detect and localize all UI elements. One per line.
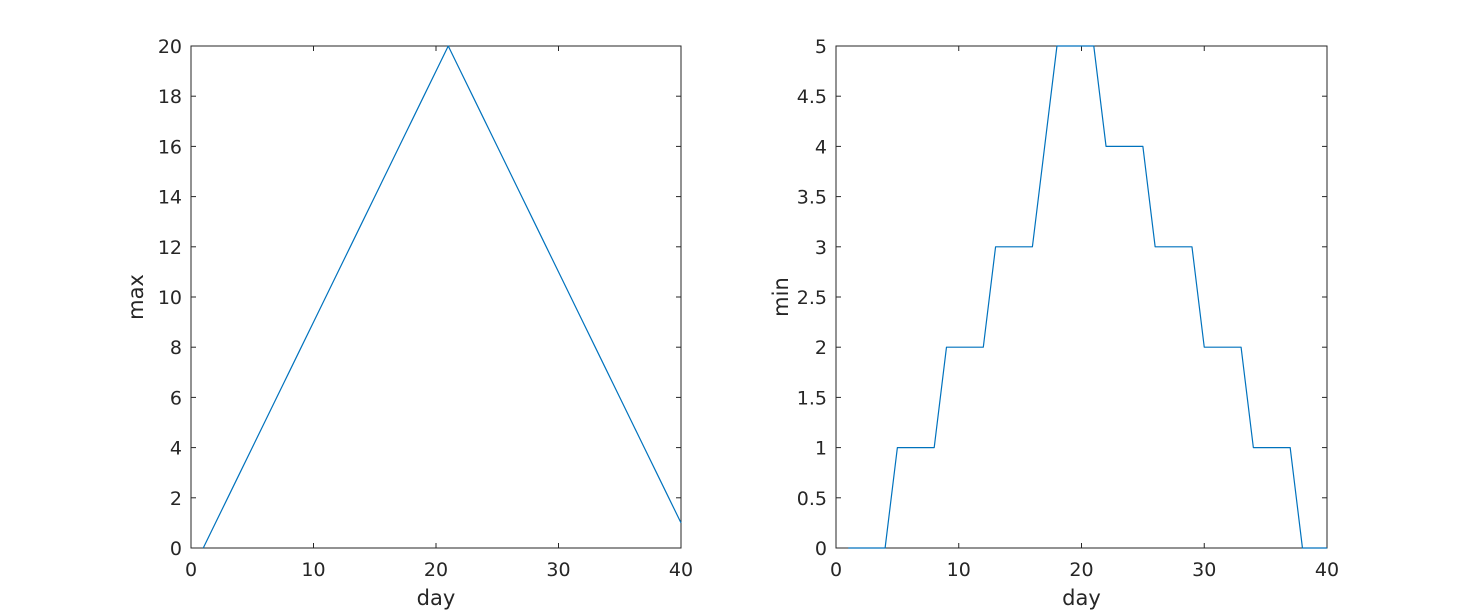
y-tick-label: 12 (158, 237, 182, 259)
x-tick-label: 40 (1315, 559, 1339, 581)
y-tick-label: 6 (170, 387, 182, 409)
y-tick-label: 2.5 (797, 287, 827, 309)
chart-panel-1: 0 10 20 30 40 0 2 4 6 8 10 12 14 16 18 20 day max (124, 36, 693, 610)
x-tick-label: 20 (1069, 559, 1093, 581)
x-tick-label: 20 (424, 559, 448, 581)
y-tick-label: 0.5 (797, 488, 827, 510)
x-axis-label: day (417, 586, 456, 610)
plot-area-frame (835, 45, 1328, 549)
x-tick-label: 40 (669, 559, 693, 581)
x-tick-label: 0 (830, 559, 842, 581)
plot-area-frame (190, 45, 682, 549)
y-tick-label: 0 (815, 538, 827, 560)
x-tick-label: 30 (546, 559, 570, 581)
y-tick-label: 3.5 (797, 187, 827, 209)
x-axis-label: day (1062, 586, 1101, 610)
x-tick-label: 10 (301, 559, 325, 581)
series-line-max (202, 45, 682, 549)
y-tick-label: 16 (158, 136, 182, 158)
y-tick-label: 4.5 (797, 86, 827, 108)
y-tick-label: 2 (815, 337, 827, 359)
y-tick-label: 10 (158, 287, 182, 309)
y-tick-label: 18 (158, 86, 182, 108)
y-axis-label: max (124, 274, 148, 320)
y-tick-label: 1.5 (797, 387, 827, 409)
y-tick-label: 1 (815, 438, 827, 460)
chart-panel-2: 0 10 20 30 40 0 0.5 1 1.5 2 2.5 3 3.5 4 4.5 5 day min (769, 36, 1339, 610)
x-tick-label: 30 (1192, 559, 1216, 581)
y-tick-label: 4 (170, 438, 182, 460)
y-tick-label: 2 (170, 488, 182, 510)
x-tick-label: 10 (947, 559, 971, 581)
x-tick-label: 0 (185, 559, 197, 581)
series-line-min (848, 45, 1327, 549)
y-tick-label: 0 (170, 538, 182, 560)
y-tick-label: 20 (158, 36, 182, 58)
y-tick-label: 14 (158, 187, 182, 209)
y-tick-label: 5 (815, 36, 827, 58)
y-tick-label: 3 (815, 237, 827, 259)
y-axis-label: min (769, 277, 793, 317)
y-tick-label: 8 (170, 337, 182, 359)
y-tick-label: 4 (815, 136, 827, 158)
